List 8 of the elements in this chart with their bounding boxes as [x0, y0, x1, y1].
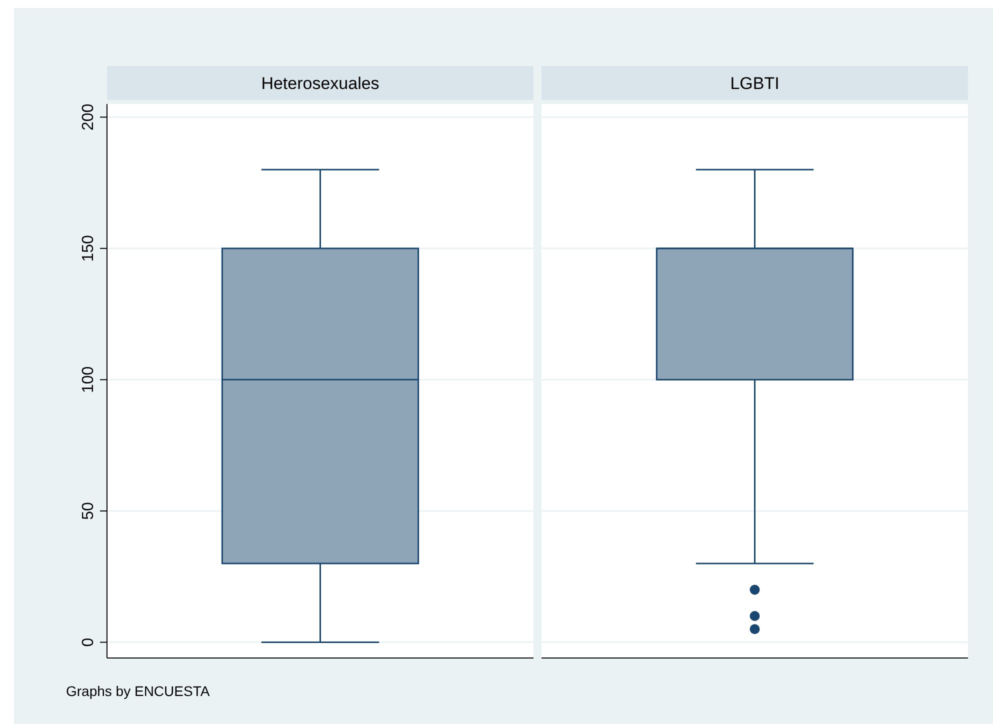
- x-tick-label: Heterosexuales: [261, 74, 380, 93]
- text: Graphs by ENCUESTA: [66, 683, 210, 699]
- y-tick-label: 0: [80, 638, 97, 647]
- y-tick-label: 50: [80, 502, 97, 520]
- y-tick-label: 150: [80, 234, 97, 262]
- x-tick-label: LGBTI: [730, 74, 780, 93]
- y-tick-label: 100: [80, 366, 97, 394]
- y-tick-label: 200: [80, 104, 97, 130]
